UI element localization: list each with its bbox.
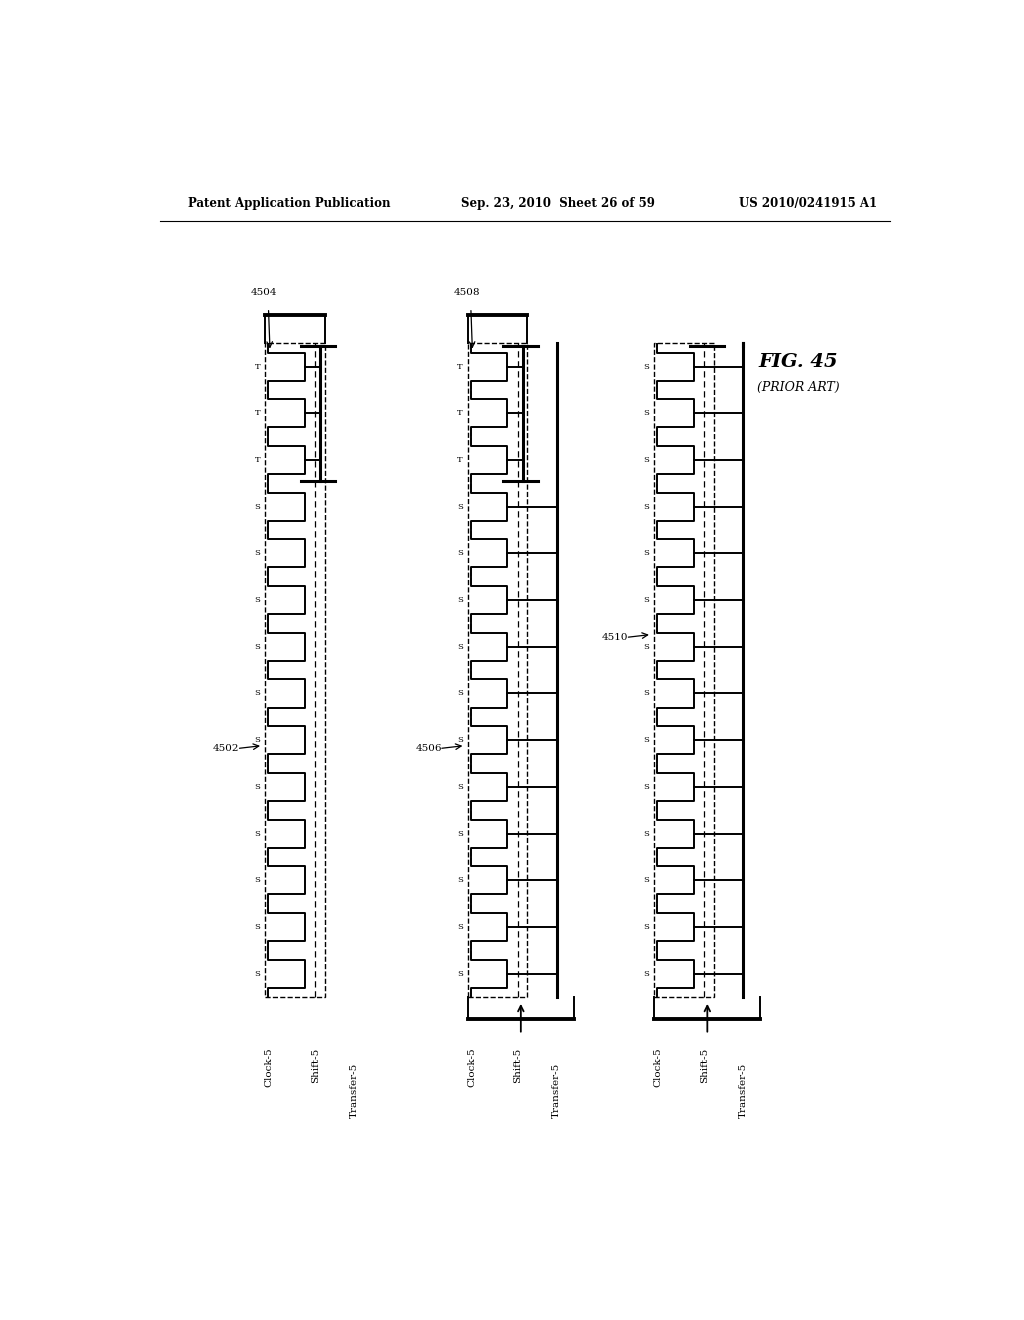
- Text: Patent Application Publication: Patent Application Publication: [187, 197, 390, 210]
- Text: Sep. 23, 2010  Sheet 26 of 59: Sep. 23, 2010 Sheet 26 of 59: [461, 197, 655, 210]
- Text: 4502: 4502: [213, 744, 240, 754]
- Text: S: S: [457, 876, 463, 884]
- Text: (PRIOR ART): (PRIOR ART): [758, 380, 840, 393]
- Text: S: S: [255, 783, 260, 791]
- Text: S: S: [457, 923, 463, 931]
- Text: S: S: [457, 737, 463, 744]
- Text: 4506: 4506: [416, 744, 441, 754]
- Text: S: S: [643, 783, 649, 791]
- Text: T: T: [458, 409, 463, 417]
- Text: S: S: [255, 876, 260, 884]
- Text: S: S: [255, 643, 260, 651]
- Text: S: S: [255, 923, 260, 931]
- Bar: [654, 343, 714, 997]
- Text: T: T: [458, 363, 463, 371]
- Text: S: S: [255, 970, 260, 978]
- Text: S: S: [457, 549, 463, 557]
- Text: S: S: [643, 923, 649, 931]
- Text: T: T: [255, 409, 260, 417]
- Text: S: S: [457, 689, 463, 697]
- Text: Transfer-5: Transfer-5: [349, 1063, 358, 1118]
- Bar: [265, 343, 325, 997]
- Text: S: S: [255, 737, 260, 744]
- Text: Shift-5: Shift-5: [699, 1048, 709, 1082]
- Text: Clock-5: Clock-5: [467, 1048, 476, 1088]
- Text: S: S: [643, 363, 649, 371]
- Text: Transfer-5: Transfer-5: [552, 1063, 561, 1118]
- Text: Shift-5: Shift-5: [513, 1048, 522, 1082]
- Text: S: S: [643, 409, 649, 417]
- Text: 4504: 4504: [251, 288, 278, 297]
- Text: S: S: [457, 970, 463, 978]
- Text: S: S: [255, 503, 260, 511]
- Text: S: S: [643, 689, 649, 697]
- Text: S: S: [255, 689, 260, 697]
- Text: T: T: [255, 457, 260, 465]
- Text: S: S: [457, 503, 463, 511]
- Text: S: S: [457, 643, 463, 651]
- Text: S: S: [255, 829, 260, 838]
- Text: S: S: [643, 503, 649, 511]
- Text: S: S: [457, 597, 463, 605]
- Text: 4510: 4510: [602, 634, 629, 642]
- Text: FIG. 45: FIG. 45: [759, 352, 839, 371]
- Text: 4508: 4508: [454, 288, 480, 297]
- Text: S: S: [643, 457, 649, 465]
- Text: S: S: [643, 737, 649, 744]
- Text: S: S: [255, 549, 260, 557]
- Text: S: S: [457, 829, 463, 838]
- Text: S: S: [643, 597, 649, 605]
- Text: Shift-5: Shift-5: [311, 1048, 319, 1082]
- Text: S: S: [457, 783, 463, 791]
- Text: S: S: [643, 549, 649, 557]
- Text: S: S: [255, 597, 260, 605]
- Text: Clock-5: Clock-5: [653, 1048, 663, 1088]
- Text: T: T: [458, 457, 463, 465]
- Text: US 2010/0241915 A1: US 2010/0241915 A1: [739, 197, 878, 210]
- Text: Transfer-5: Transfer-5: [738, 1063, 748, 1118]
- Text: Clock-5: Clock-5: [265, 1048, 273, 1088]
- Text: S: S: [643, 643, 649, 651]
- Text: S: S: [643, 970, 649, 978]
- Text: S: S: [643, 829, 649, 838]
- Text: S: S: [643, 876, 649, 884]
- Text: T: T: [255, 363, 260, 371]
- Bar: [468, 343, 527, 997]
